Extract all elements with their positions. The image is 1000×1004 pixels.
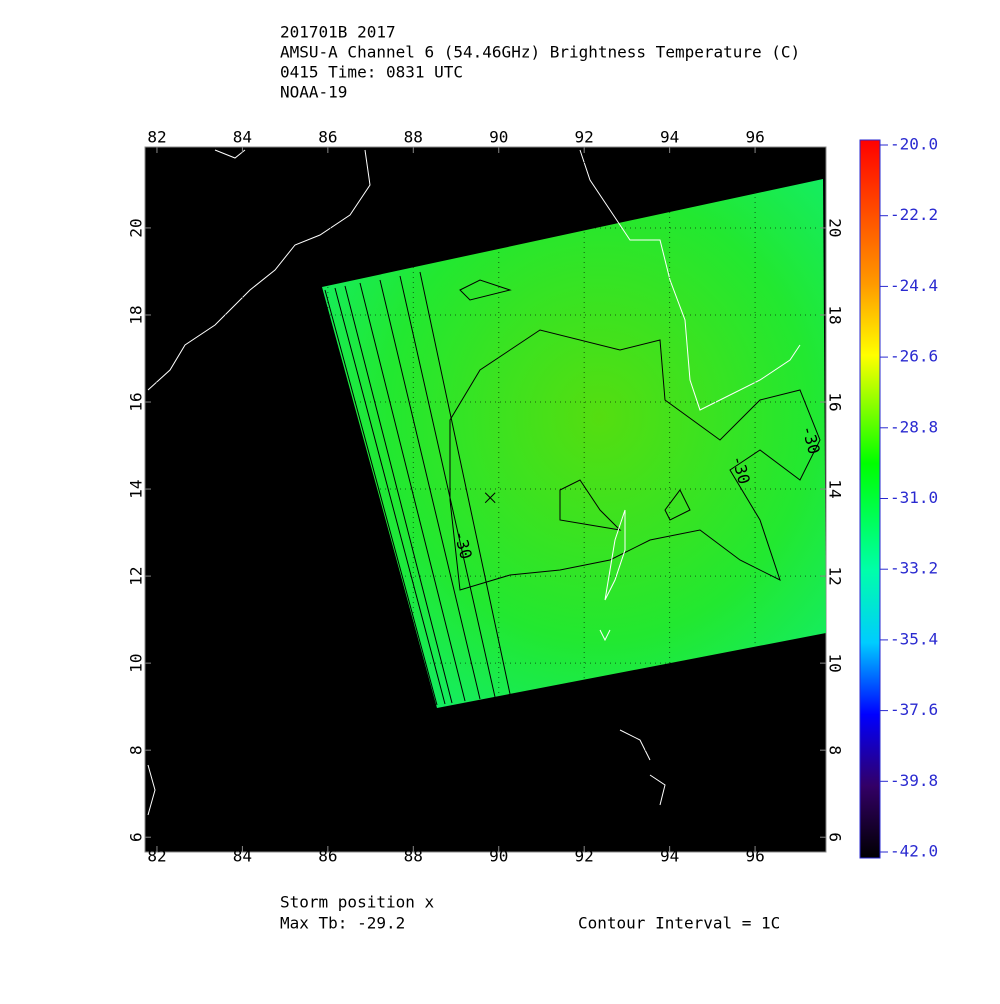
y-tick-label: 20	[826, 218, 845, 237]
colorbar-label: -28.8	[890, 417, 938, 436]
colorbar	[859, 139, 881, 859]
x-tick-label: 84	[233, 128, 252, 147]
y-tick-label: 12	[826, 566, 845, 585]
y-tick-label: 14	[826, 479, 845, 498]
x-tick-label: 86	[318, 847, 337, 866]
footer-text: Contour Interval = 1C	[578, 914, 780, 933]
x-tick-label: 88	[404, 128, 423, 147]
y-tick-label: 18	[826, 305, 845, 324]
colorbar-label: -39.8	[890, 771, 938, 790]
y-tick-label: 16	[127, 392, 146, 411]
x-tick-label: 82	[147, 847, 166, 866]
x-tick-label: 92	[575, 128, 594, 147]
x-tick-label: 82	[147, 128, 166, 147]
colorbar-label: -33.2	[890, 559, 938, 578]
x-tick-label: 94	[660, 847, 679, 866]
y-tick-label: 10	[826, 653, 845, 672]
colorbar-label: -26.6	[890, 347, 938, 366]
title-line: AMSU-A Channel 6 (54.46GHz) Brightness T…	[280, 43, 800, 62]
y-tick-label: 14	[127, 479, 146, 498]
coastlines	[147, 149, 801, 816]
y-tick-label: 20	[127, 218, 146, 237]
x-tick-label: 96	[745, 847, 764, 866]
x-tick-label: 90	[489, 128, 508, 147]
x-tick-label: 84	[233, 847, 252, 866]
title-line: 0415 Time: 0831 UTC	[280, 63, 463, 82]
x-tick-label: 92	[575, 847, 594, 866]
y-tick-label: 16	[826, 392, 845, 411]
y-tick-label: 18	[127, 305, 146, 324]
y-tick-label: 8	[826, 745, 845, 755]
x-tick-label: 94	[660, 128, 679, 147]
y-tick-label: 6	[826, 832, 845, 842]
colorbar-label: -22.2	[890, 205, 938, 224]
x-tick-label: 86	[318, 128, 337, 147]
y-tick-label: 6	[127, 832, 146, 842]
contour-labels: -30 -30 -30	[450, 423, 824, 561]
y-tick-label: 12	[127, 566, 146, 585]
colorbar-label: -37.6	[890, 700, 938, 719]
storm-marker	[484, 492, 496, 504]
title-line: 201701B 2017	[280, 23, 396, 42]
colorbar-label: -42.0	[890, 842, 938, 861]
colorbar-label: -20.0	[890, 135, 938, 154]
footer-text: Max Tb: -29.2	[280, 914, 405, 933]
colorbar-label: -24.4	[890, 276, 938, 295]
colorbar-ticks: -20.0 -22.2 -24.4 -26.6 -28.8 -31.0 -33.2 -35.4…	[880, 135, 938, 861]
x-tick-label: 88	[404, 847, 423, 866]
y-tick-label: 10	[127, 653, 146, 672]
y-tick-label: 8	[127, 745, 146, 755]
x-tick-label: 90	[489, 847, 508, 866]
footer-text: Storm position x	[280, 893, 434, 912]
colorbar-label: -31.0	[890, 488, 938, 507]
x-tick-label: 96	[745, 128, 764, 147]
contours	[324, 271, 821, 706]
title-line: NOAA-19	[280, 83, 347, 102]
colorbar-label: -35.4	[890, 629, 938, 648]
